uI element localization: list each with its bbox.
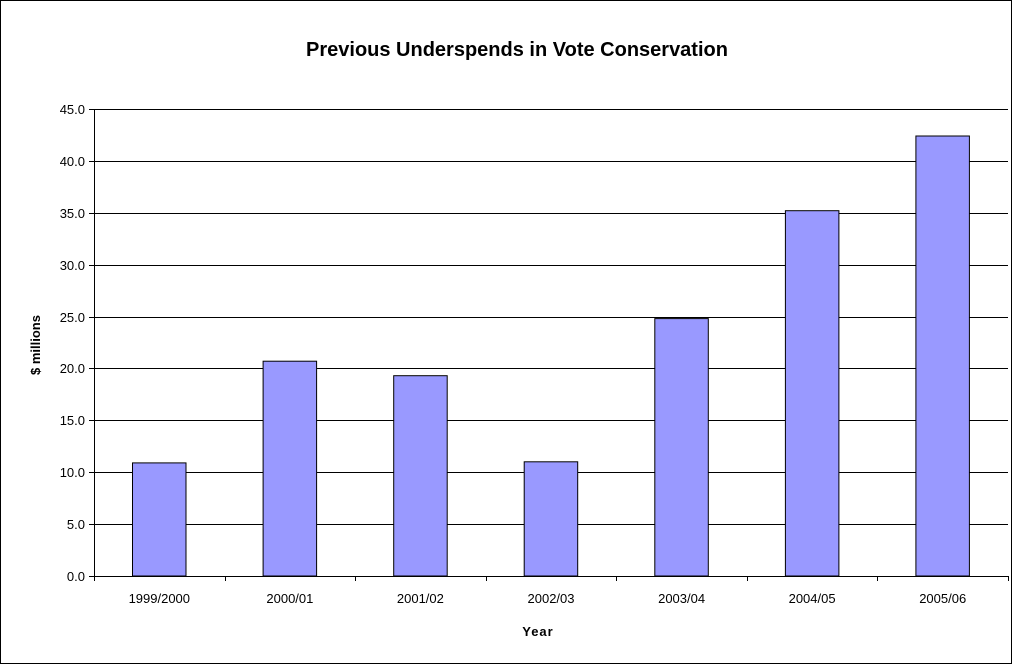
- y-tick-label: 0.0: [67, 569, 85, 584]
- x-tick-label: 1999/2000: [129, 591, 190, 606]
- x-tick-label: 2004/05: [789, 591, 836, 606]
- y-tick-label: 20.0: [60, 361, 85, 376]
- bar-2000/01: [262, 360, 318, 577]
- axes: [89, 109, 1009, 581]
- y-tick-label: 40.0: [60, 154, 85, 169]
- bar-1999/2000: [132, 462, 187, 577]
- gridlines: [94, 109, 1008, 525]
- x-tick-labels: 1999/2000 2000/01 2001/02 2002/03 2003/04 200…: [129, 591, 967, 606]
- y-tick-label: 15.0: [60, 413, 85, 428]
- y-tick-label: 45.0: [60, 102, 85, 117]
- bar-2003/04: [654, 318, 709, 577]
- chart-title: Previous Underspends in Vote Conservatio…: [306, 39, 728, 61]
- y-tick-label: 35.0: [60, 206, 85, 221]
- y-tick-labels: 0.0 5.0 10.0 15.0 20.0 25.0 30.0 35.0 40.0 45.0: [60, 102, 85, 584]
- x-tick-label: 2000/01: [266, 591, 313, 606]
- bars: [132, 135, 970, 577]
- x-axis-title: Year: [522, 624, 553, 639]
- bar-2001/02: [393, 375, 448, 577]
- x-tick-label: 2001/02: [397, 591, 444, 606]
- bar-2004/05: [784, 210, 840, 577]
- y-tick-label: 25.0: [60, 310, 85, 325]
- bar-2002/03: [523, 461, 579, 577]
- x-tick-label: 2003/04: [658, 591, 705, 606]
- y-tick-label: 5.0: [67, 517, 85, 532]
- y-axis-title: $ millions: [28, 315, 43, 375]
- x-tick-label: 2005/06: [919, 591, 966, 606]
- y-tick-label: 30.0: [60, 258, 85, 273]
- bar-2005/06: [915, 135, 970, 577]
- x-tick-label: 2002/03: [528, 591, 575, 606]
- y-tick-label: 10.0: [60, 465, 85, 480]
